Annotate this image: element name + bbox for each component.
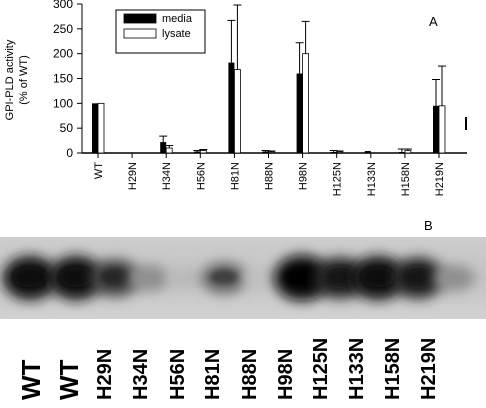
x-tick-label: H29N xyxy=(127,162,139,190)
bar-media xyxy=(228,62,235,153)
bar-chart: media lysate 0 50 100 150 200 250 300 WT H29N H34N… xyxy=(4,0,467,196)
bar-lysate xyxy=(302,53,310,154)
x-tick-label: H81N xyxy=(229,162,241,190)
lane-label: WT xyxy=(16,359,46,400)
blot-band xyxy=(128,264,170,292)
bar-lysate xyxy=(199,150,207,154)
chart-legend: media lysate xyxy=(115,9,206,54)
lane-label: H125N xyxy=(310,337,332,400)
lane-label: H34N xyxy=(130,348,152,400)
legend-swatch-media xyxy=(123,13,157,24)
bar-lysate xyxy=(268,151,275,154)
lane-label: H29N xyxy=(94,348,116,400)
x-tick-label: H158N xyxy=(400,162,412,196)
bar-lysate xyxy=(233,69,241,154)
lane-label: WT xyxy=(54,359,84,400)
legend-label-lysate: lysate xyxy=(162,28,191,40)
y-tick-label: 0 xyxy=(66,146,73,160)
blot-band-core xyxy=(13,266,47,288)
chart-tick-labels: 0 50 100 150 200 250 300 WT H29N H34N H56N H81N H88N… xyxy=(53,0,446,196)
lane-label: H88N xyxy=(239,348,261,400)
blot-band xyxy=(433,264,475,292)
blot-band-core xyxy=(210,269,238,285)
y-axis-label: GPI-PLD activity xyxy=(4,39,16,120)
blot-bands xyxy=(2,255,475,301)
x-tick-label: H219N xyxy=(434,162,446,196)
x-tick-label: WT xyxy=(93,162,105,179)
x-tick-label: H34N xyxy=(161,162,173,190)
chart-bars xyxy=(92,4,446,154)
blot-band-core xyxy=(59,266,93,288)
western-blot-image xyxy=(0,237,486,319)
panel-label-b: B xyxy=(424,218,433,233)
y-tick-label: 100 xyxy=(53,96,73,110)
lane-label: H158N xyxy=(382,337,404,400)
x-tick-label: H125N xyxy=(332,162,344,196)
bar-media xyxy=(398,152,405,153)
blot-band-core xyxy=(402,267,434,287)
bar-lysate xyxy=(165,147,173,154)
bar-media xyxy=(262,151,269,153)
blot-band-core xyxy=(324,267,356,287)
bar-lysate xyxy=(404,150,412,154)
x-tick-label: H56N xyxy=(195,162,207,190)
x-tick-label: H98N xyxy=(298,162,310,190)
bar-media xyxy=(160,142,167,153)
panel-label-a: A xyxy=(429,14,438,29)
y-tick-label: 50 xyxy=(60,121,74,135)
bar-media xyxy=(296,73,303,153)
bar-lysate xyxy=(438,105,446,154)
bar-lysate xyxy=(97,102,105,154)
bar-media xyxy=(364,151,371,153)
lane-label: H81N xyxy=(202,348,224,400)
y-tick-label: 200 xyxy=(53,47,73,61)
blot-band-core xyxy=(285,266,319,288)
bar-media xyxy=(330,152,337,153)
blot-band xyxy=(166,267,204,289)
legend-swatch-lysate xyxy=(123,28,157,39)
lane-label: H56N xyxy=(167,348,189,400)
lane-label: H133N xyxy=(346,337,368,400)
bar-media xyxy=(92,103,98,153)
bar-media xyxy=(194,151,201,153)
y-tick-label: 300 xyxy=(53,0,73,11)
lane-label: H98N xyxy=(275,348,297,400)
y-tick-label: 250 xyxy=(53,22,73,36)
blot-band xyxy=(243,268,281,288)
y-axis-label-unit: (% of WT) xyxy=(18,55,30,105)
x-tick-label: H88N xyxy=(264,162,276,190)
bar-lysate xyxy=(336,151,344,154)
lane-label: H219N xyxy=(418,337,440,400)
blot-band-core xyxy=(100,268,130,286)
blot-band-core xyxy=(361,266,395,288)
x-tick-label: H133N xyxy=(366,162,378,196)
y-tick-label: 150 xyxy=(53,72,73,86)
legend-label-media: media xyxy=(162,13,193,25)
bar-media xyxy=(433,105,439,153)
